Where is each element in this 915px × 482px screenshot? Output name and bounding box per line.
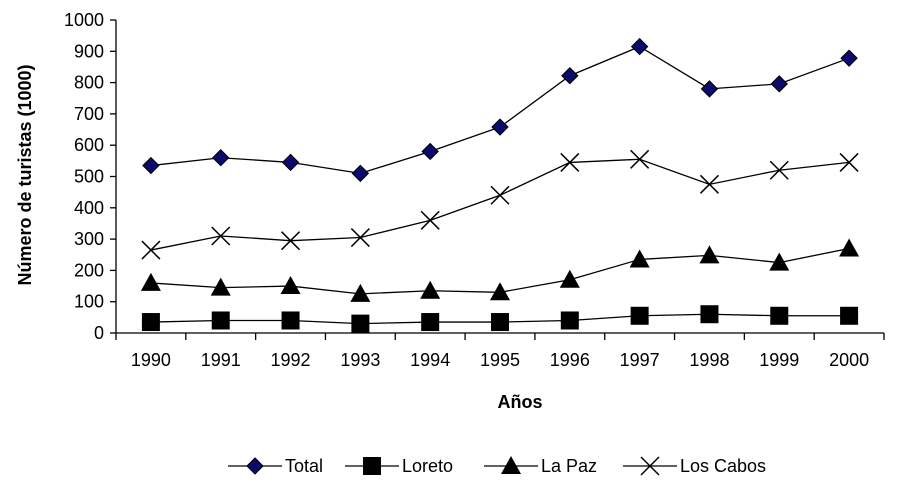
data-point-los-cabos [769,160,789,180]
legend-item-loreto: Loreto [345,456,453,476]
y-tick-label: 300 [74,229,104,249]
data-point-la-paz [490,282,510,301]
x-tick-label: 2000 [829,350,869,370]
data-point-los-cabos [630,149,650,169]
data-point-los-cabos [699,174,719,194]
data-point-los-cabos [141,240,161,260]
series-line-los-cabos [150,158,850,251]
data-point-loreto [491,313,509,332]
y-tick-label: 500 [74,167,104,187]
data-point-total [770,75,788,93]
x-tick-label: 1991 [201,350,241,370]
data-point-la-paz [140,272,161,291]
data-point-los-cabos [211,226,231,246]
legend-marker-los-cabos [640,456,660,476]
y-tick-label: 200 [74,260,104,280]
data-point-loreto [211,311,230,330]
data-point-la-paz [699,245,720,264]
data-point-los-cabos [490,185,510,205]
legend-item-la-paz: La Paz [484,456,597,476]
data-point-loreto [630,306,649,325]
data-point-total [630,37,649,56]
legend-label: La Paz [541,456,597,476]
data-point-loreto [141,313,160,332]
x-tick-label: 1994 [410,350,450,370]
data-point-la-paz [839,238,860,257]
y-axis-title: Número de turistas (1000) [15,64,35,285]
y-tick-label: 0 [94,323,104,343]
data-point-los-cabos [420,210,440,230]
x-tick-label: 1999 [759,350,799,370]
axes: 0 100 200 300 400 500 600 700 800 900 1000 1990 1991… [64,10,885,370]
y-tick-label: 800 [74,73,104,93]
data-point-total [212,149,230,167]
x-tick-label: 1996 [550,350,590,370]
data-point-loreto [421,313,440,332]
data-point-total [561,67,579,85]
legend-label: Total [285,456,323,476]
legend-item-total: Total [228,456,323,476]
x-axis-title: Años [498,392,543,412]
y-tick-label: 1000 [64,10,104,30]
data-point-loreto [281,311,300,330]
x-tick-label: 1998 [689,350,729,370]
y-tick-label: 100 [74,292,104,312]
data-point-total [840,49,858,67]
data-point-los-cabos [839,152,859,172]
data-point-loreto [840,306,859,325]
series-group [140,37,860,333]
data-point-total [281,153,300,172]
legend-marker-la-paz [501,456,521,474]
data-point-la-paz [559,269,580,288]
data-point-la-paz [350,283,371,302]
legend-label: Los Cabos [680,456,766,476]
legend-item-los-cabos: Los Cabos [623,456,766,476]
series-line-total [150,45,850,175]
data-point-loreto [770,306,789,325]
series-la-paz [140,238,860,302]
data-point-la-paz [210,277,231,296]
data-point-loreto [700,305,719,324]
y-tick-label: 900 [74,41,104,61]
data-point-total [421,142,439,161]
y-tick-label: 400 [74,198,104,218]
x-tick-label: 1990 [131,350,171,370]
data-point-total [142,156,160,175]
legend-label: Loreto [402,456,453,476]
data-point-la-paz [769,252,790,271]
legend: Total Loreto La Paz Los Cabos [228,456,766,476]
series-los-cabos [141,149,859,260]
data-point-loreto [560,311,579,330]
x-tick-label: 1995 [480,350,520,370]
y-tick-label: 600 [74,135,104,155]
data-point-loreto [351,314,370,333]
data-point-los-cabos [560,152,580,172]
series-total [142,37,858,183]
data-point-la-paz [280,276,301,295]
x-tick-label: 1992 [271,350,311,370]
legend-marker-loreto [363,457,381,475]
data-point-la-paz [420,280,441,299]
data-point-total [351,164,370,183]
data-point-los-cabos [350,228,370,248]
x-tick-label: 1993 [340,350,380,370]
legend-marker-total [246,457,264,475]
data-point-la-paz [629,249,650,268]
y-tick-label: 700 [74,104,104,124]
data-point-los-cabos [281,231,301,251]
series-loreto [141,305,859,333]
x-tick-label: 1997 [620,350,660,370]
data-point-total [700,80,719,98]
data-point-total [491,118,509,136]
